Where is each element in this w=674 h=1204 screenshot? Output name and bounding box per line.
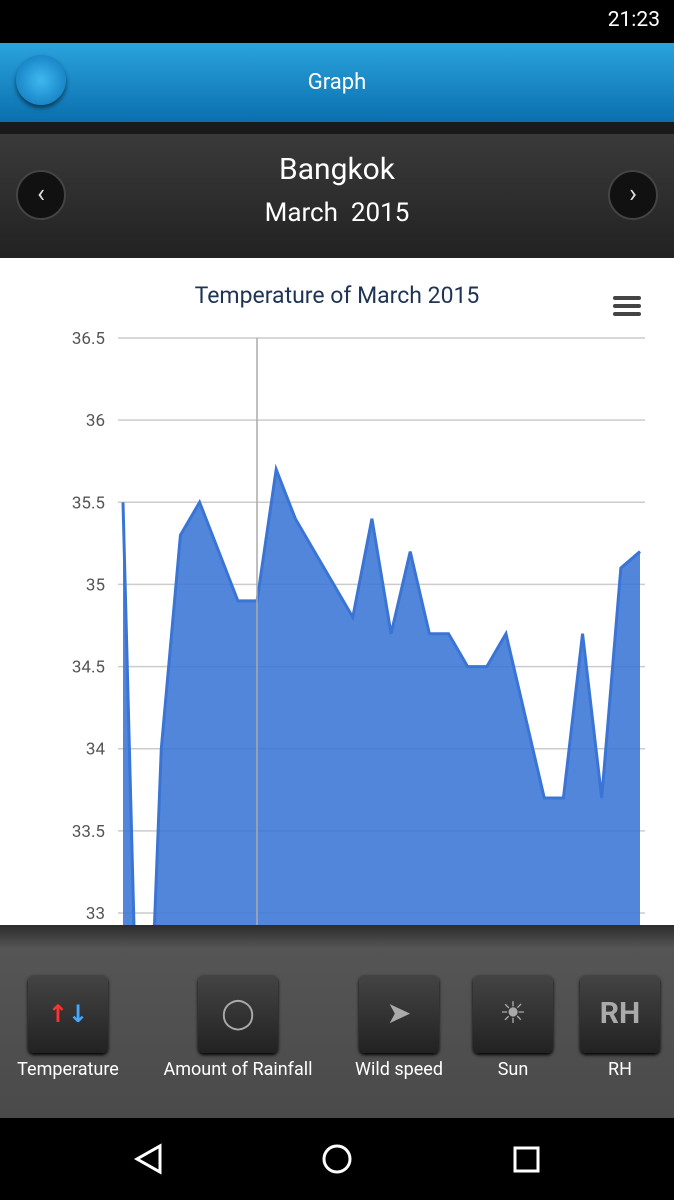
status-bar: 21:23 [0, 0, 674, 43]
prev-button[interactable]: ‹ [16, 170, 66, 220]
line [121, 463, 641, 925]
location-panel: ‹ › Bangkok March 2015 [0, 122, 674, 258]
y-tick-label: 35.5 [72, 493, 105, 513]
y-tick-label: 34.5 [72, 658, 105, 678]
menu-button[interactable] [16, 55, 66, 105]
rainfall-button[interactable]: ◯ [198, 975, 278, 1053]
system-nav [0, 1118, 674, 1200]
toolbar: ↑↓ ◯ ➤ ☀ RH Temperature Amount of Rainfa… [0, 925, 674, 1118]
toolbar-label: Amount of Rainfall [163, 1059, 313, 1080]
y-tick-label: 34 [86, 740, 106, 760]
toolbar-label: Sun [497, 1059, 529, 1080]
toolbar-label: RH [608, 1059, 632, 1080]
wind-button[interactable]: ➤ [359, 975, 439, 1053]
toolbar-label: Temperature [17, 1059, 119, 1080]
sun-button[interactable]: ☀ [473, 975, 553, 1053]
temperature-button[interactable]: ↑↓ [28, 975, 108, 1053]
chart-menu[interactable] [613, 296, 641, 316]
clock: 21:23 [607, 8, 660, 32]
chart-title: Temperature of March 2015 [195, 282, 480, 309]
y-tick-label: 35 [86, 575, 105, 595]
y-tick-label: 33.5 [72, 822, 105, 842]
app-title: Graph [307, 70, 367, 95]
rh-button[interactable]: RH [580, 975, 660, 1053]
recents-button[interactable] [513, 1146, 540, 1173]
y-tick-label: 36 [86, 411, 105, 431]
period: March 2015 [264, 198, 410, 228]
chart: Temperature of March 2015 33 33.5 34 34.5 35… [72, 282, 645, 925]
nav-icons [133, 1143, 540, 1175]
app-bar: Graph [0, 43, 674, 122]
y-tick-label: 36.5 [72, 329, 105, 349]
y-tick-label: 33 [86, 904, 105, 924]
area [123, 469, 640, 925]
back-button[interactable] [133, 1143, 162, 1175]
next-button[interactable]: › [608, 170, 658, 220]
rh-badge: RH [599, 996, 641, 1031]
city: Bangkok [279, 152, 395, 187]
toolbar-label: Wild speed [355, 1059, 443, 1080]
home-button[interactable] [322, 1144, 352, 1174]
